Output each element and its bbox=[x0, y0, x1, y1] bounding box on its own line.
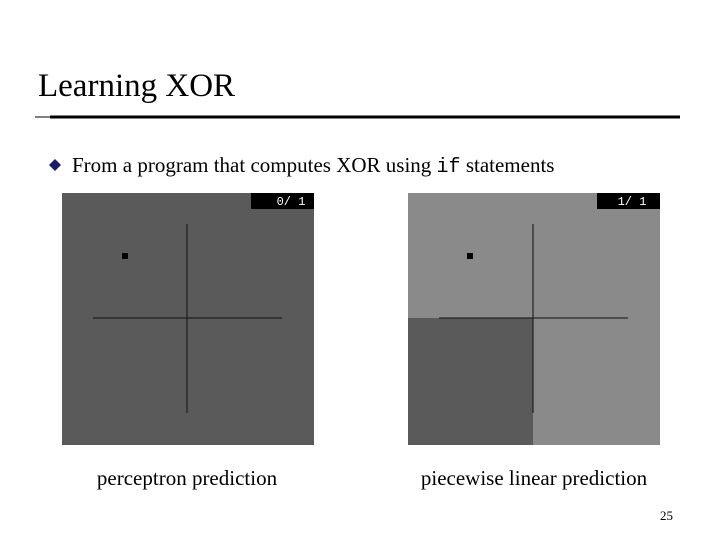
counter-box bbox=[251, 193, 314, 209]
counter-text: 1/ 1 bbox=[618, 195, 647, 209]
panel-caption: perceptron prediction bbox=[97, 466, 278, 490]
data-point bbox=[122, 253, 128, 259]
page-number: 25 bbox=[660, 508, 673, 523]
bullet-text-after: statements bbox=[466, 153, 555, 177]
counter-text: 0/ 1 bbox=[277, 195, 306, 209]
panel-background bbox=[62, 193, 314, 445]
bullet-text-before: From a program that computes XOR using bbox=[72, 153, 432, 177]
bullet-icon bbox=[49, 159, 61, 171]
panel-caption: piecewise linear prediction bbox=[421, 466, 648, 490]
counter-box bbox=[597, 193, 660, 209]
bullet-code: if bbox=[437, 156, 461, 179]
data-point bbox=[467, 253, 473, 259]
region-dark bbox=[408, 318, 533, 445]
perceptron-panel: 0/ 1 bbox=[62, 193, 314, 445]
bullet-text: From a program that computes XOR using i… bbox=[72, 153, 554, 179]
piecewise-panel: 1/ 1 bbox=[408, 193, 660, 445]
slide-title: Learning XOR bbox=[38, 68, 235, 104]
